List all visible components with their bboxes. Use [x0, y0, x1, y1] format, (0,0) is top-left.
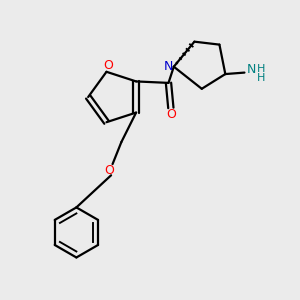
Text: N: N [164, 60, 173, 73]
Text: O: O [103, 59, 113, 72]
Text: O: O [166, 108, 176, 121]
Text: H: H [256, 64, 265, 74]
Text: H: H [256, 73, 265, 83]
Text: N: N [247, 63, 256, 76]
Text: O: O [104, 164, 114, 177]
